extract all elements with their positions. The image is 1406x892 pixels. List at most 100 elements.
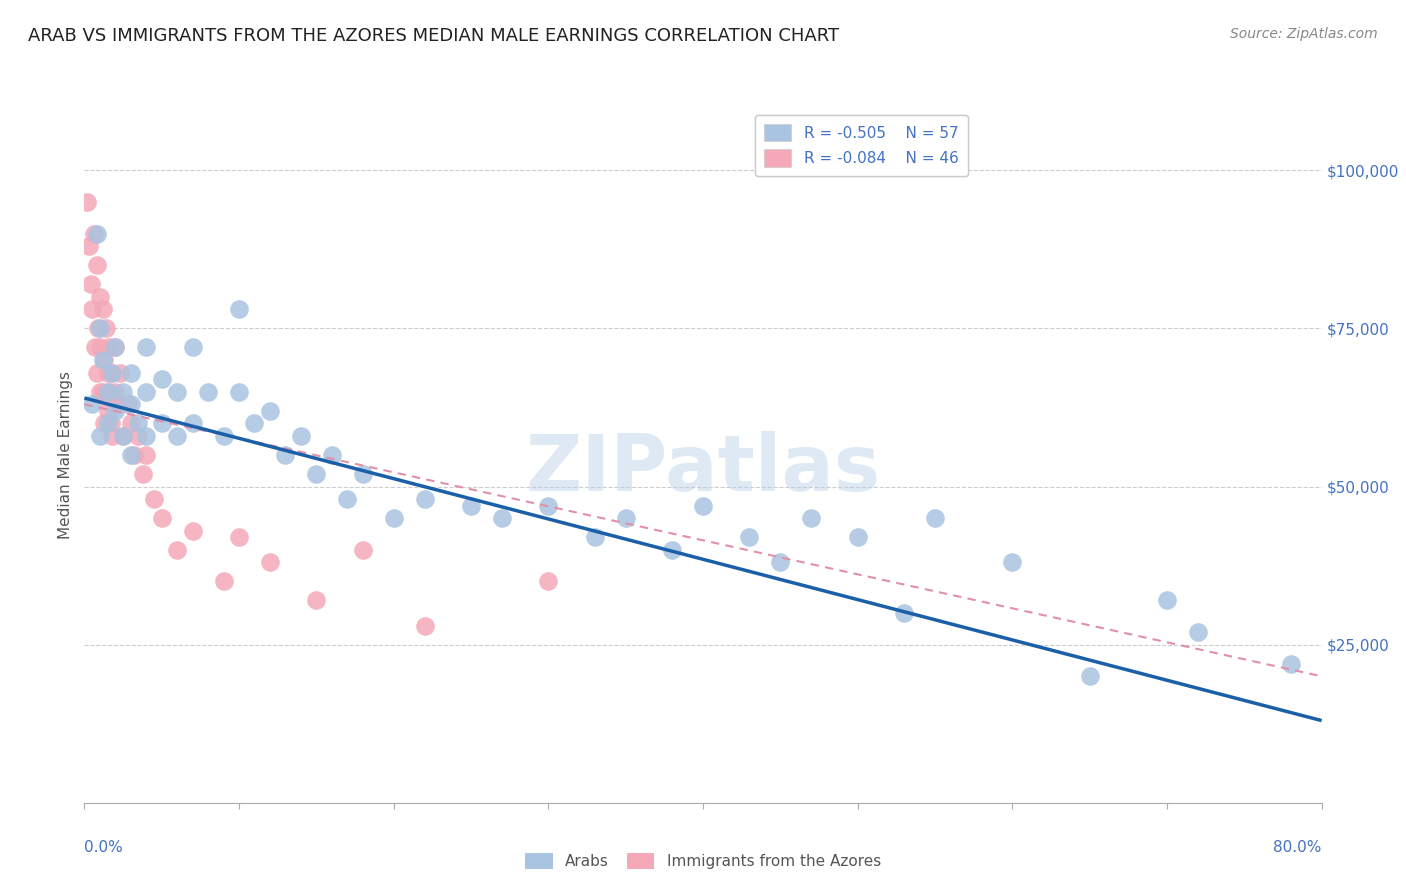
Y-axis label: Median Male Earnings: Median Male Earnings: [58, 371, 73, 539]
Point: [181, 340, 204, 354]
Legend: Arabs, Immigrants from the Azores: Arabs, Immigrants from the Azores: [519, 847, 887, 875]
Point: [321, 448, 343, 462]
Point: [89, 290, 111, 304]
Point: [1156, 593, 1178, 607]
Point: [305, 593, 328, 607]
Point: [107, 397, 129, 411]
Point: [117, 397, 139, 411]
Point: [769, 556, 792, 570]
Point: [352, 542, 374, 557]
Point: [228, 302, 250, 317]
Point: [1078, 669, 1101, 683]
Point: [87, 321, 110, 335]
Point: [94, 321, 117, 335]
Point: [97, 417, 120, 431]
Point: [104, 403, 127, 417]
Point: [305, 467, 328, 481]
Point: [98, 384, 121, 399]
Point: [1187, 625, 1209, 640]
Point: [120, 417, 142, 431]
Point: [86, 258, 108, 272]
Point: [212, 574, 235, 589]
Point: [413, 492, 436, 507]
Point: [738, 530, 761, 544]
Point: [97, 384, 120, 399]
Point: [89, 384, 111, 399]
Text: Source: ZipAtlas.com: Source: ZipAtlas.com: [1230, 27, 1378, 41]
Point: [150, 417, 173, 431]
Point: [98, 340, 121, 354]
Point: [290, 429, 312, 443]
Point: [76, 194, 98, 209]
Text: 0.0%: 0.0%: [84, 839, 124, 855]
Point: [132, 467, 155, 481]
Point: [93, 353, 115, 368]
Point: [120, 397, 142, 411]
Point: [274, 448, 297, 462]
Point: [460, 499, 482, 513]
Point: [128, 417, 150, 431]
Point: [91, 353, 114, 368]
Point: [537, 574, 560, 589]
Point: [91, 384, 114, 399]
Point: [82, 302, 104, 317]
Point: [77, 239, 100, 253]
Point: [84, 340, 107, 354]
Point: [101, 366, 124, 380]
Point: [166, 542, 188, 557]
Point: [181, 417, 204, 431]
Point: [166, 384, 188, 399]
Point: [150, 511, 173, 525]
Point: [1001, 556, 1024, 570]
Point: [181, 524, 204, 538]
Point: [924, 511, 946, 525]
Point: [120, 448, 142, 462]
Point: [893, 606, 915, 620]
Point: [614, 511, 637, 525]
Point: [197, 384, 219, 399]
Point: [86, 227, 108, 241]
Point: [166, 429, 188, 443]
Point: [135, 429, 157, 443]
Text: 80.0%: 80.0%: [1274, 839, 1322, 855]
Point: [120, 366, 142, 380]
Point: [101, 366, 124, 380]
Point: [259, 556, 281, 570]
Point: [83, 227, 105, 241]
Point: [243, 417, 266, 431]
Point: [97, 403, 120, 417]
Point: [1279, 657, 1302, 671]
Point: [104, 384, 127, 399]
Point: [800, 511, 823, 525]
Text: ARAB VS IMMIGRANTS FROM THE AZORES MEDIAN MALE EARNINGS CORRELATION CHART: ARAB VS IMMIGRANTS FROM THE AZORES MEDIA…: [28, 27, 839, 45]
Point: [135, 340, 157, 354]
Point: [89, 321, 111, 335]
Point: [150, 372, 173, 386]
Point: [143, 492, 166, 507]
Point: [583, 530, 606, 544]
Point: [661, 542, 683, 557]
Point: [100, 417, 122, 431]
Point: [692, 499, 714, 513]
Point: [382, 511, 405, 525]
Point: [135, 448, 157, 462]
Point: [93, 417, 115, 431]
Point: [135, 384, 157, 399]
Point: [122, 448, 145, 462]
Point: [108, 366, 131, 380]
Point: [259, 403, 281, 417]
Point: [104, 340, 127, 354]
Point: [82, 397, 104, 411]
Point: [79, 277, 101, 292]
Legend: R = -0.505    N = 57, R = -0.084    N = 46: R = -0.505 N = 57, R = -0.084 N = 46: [755, 115, 967, 176]
Point: [413, 618, 436, 632]
Point: [89, 429, 111, 443]
Point: [491, 511, 513, 525]
Point: [91, 302, 114, 317]
Point: [86, 366, 108, 380]
Point: [112, 429, 135, 443]
Point: [104, 340, 127, 354]
Point: [112, 384, 135, 399]
Point: [212, 429, 235, 443]
Point: [112, 429, 135, 443]
